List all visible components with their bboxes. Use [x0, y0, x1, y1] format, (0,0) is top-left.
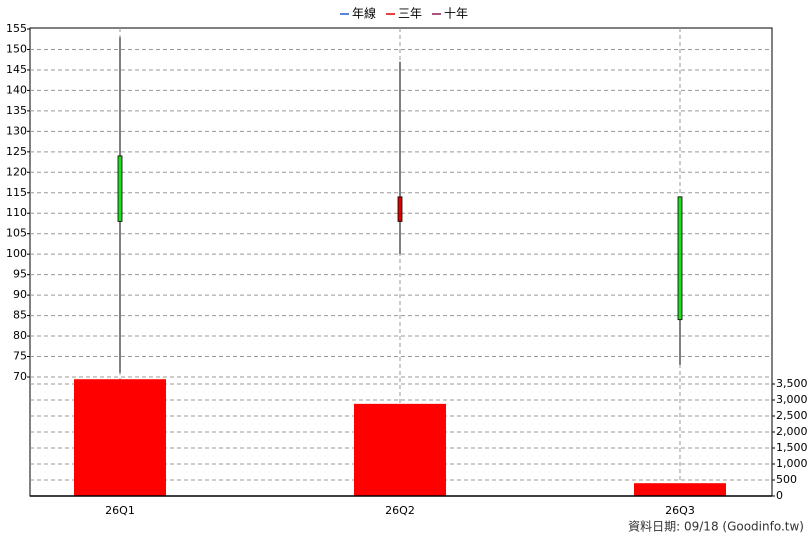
y2-tick-label: 1,000: [776, 457, 808, 470]
y-tick-label: 95: [13, 268, 27, 281]
y-tick-label: 100: [6, 247, 27, 260]
footer: 資料日期: 09/18 (Goodinfo.tw): [628, 520, 804, 534]
volume-bar: [634, 483, 726, 496]
legend-label: 三年: [398, 7, 422, 21]
y-tick-label: 75: [13, 350, 27, 363]
y-tick-label: 120: [6, 165, 27, 178]
y-tick-label: 70: [13, 370, 27, 383]
y-tick-label: 140: [6, 83, 27, 96]
y-tick-label: 145: [6, 63, 27, 76]
legend-label: 年線: [352, 6, 376, 21]
y2-tick-label: 2,000: [776, 425, 808, 438]
x-tick-label: 26Q3: [665, 504, 695, 517]
legend-label: 十年: [444, 7, 468, 21]
y-tick-label: 150: [6, 42, 27, 55]
candle-body: [117, 155, 123, 222]
volume-bar: [74, 379, 166, 496]
y-tick-label: 85: [13, 309, 27, 322]
y-tick-label: 80: [13, 329, 27, 342]
y2-tick-label: 2,500: [776, 409, 808, 422]
x-tick-label: 26Q2: [385, 504, 415, 517]
y-tick-label: 115: [6, 186, 27, 199]
y-tick-label: 90: [13, 288, 27, 301]
y2-tick-label: 0: [776, 489, 783, 502]
candle-body: [677, 196, 683, 321]
y2-tick-label: 1,500: [776, 441, 808, 454]
y-tick-label: 155: [6, 22, 27, 35]
y-tick-label: 130: [6, 124, 27, 137]
y2-tick-label: 3,500: [776, 377, 808, 390]
volume-bar: [354, 403, 446, 496]
y-tick-label: 125: [6, 145, 27, 158]
y-tick-label: 105: [6, 227, 27, 240]
y2-tick-label: 500: [776, 473, 797, 486]
candle-body: [397, 196, 403, 222]
y2-tick-label: 3,000: [776, 393, 808, 406]
y-tick-label: 135: [6, 104, 27, 117]
y-tick-label: 110: [6, 206, 27, 219]
x-tick-label: 26Q1: [105, 504, 135, 517]
